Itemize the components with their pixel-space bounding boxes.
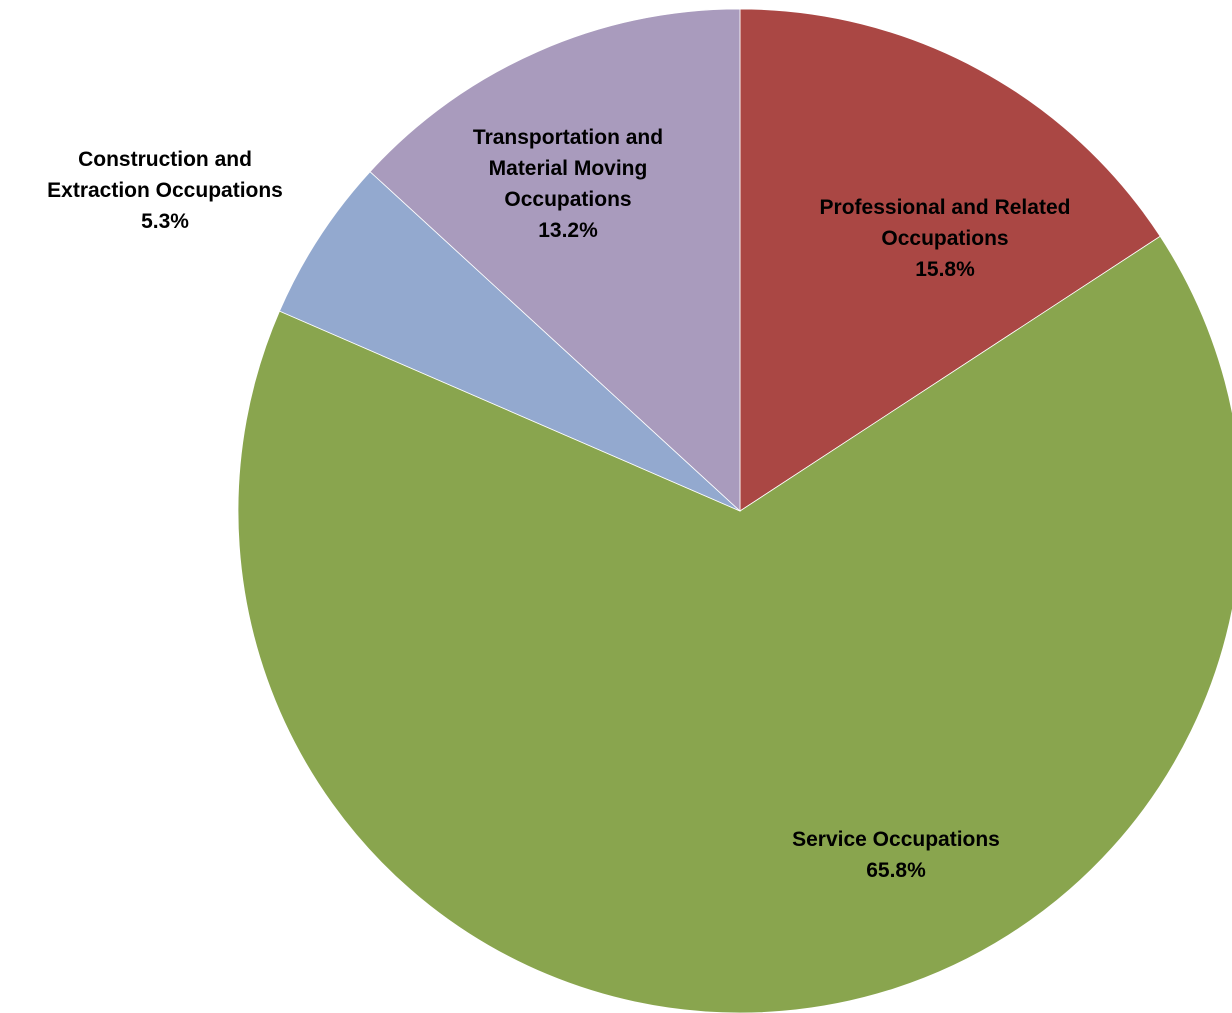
- slice-value-label: 5.3%: [141, 210, 189, 233]
- slice-value-label: 65.8%: [866, 859, 926, 882]
- pie-slices: [237, 8, 1232, 1013]
- slice-data-label: Construction and Extraction Occupations 5.…: [47, 148, 283, 233]
- slice-data-label: Service Occupations 65.8%: [792, 828, 1000, 882]
- pie-slice: [739, 8, 1161, 512]
- slice-category-label: Extraction Occupations: [47, 179, 283, 202]
- slice-data-label: Transportation and Material Moving Occupat…: [473, 126, 663, 242]
- slice-value-label: 13.2%: [538, 219, 598, 242]
- pie-slice: [278, 171, 741, 512]
- slice-category-label: Material Moving: [489, 157, 648, 180]
- pie-slice: [369, 8, 741, 512]
- slice-value-label: 15.8%: [915, 258, 975, 281]
- slice-category-label: Construction and: [78, 148, 252, 171]
- slice-category-label: Occupations: [504, 188, 631, 211]
- slice-category-label: Professional and Related: [820, 196, 1071, 219]
- slice-category-label: Transportation and: [473, 126, 663, 149]
- slice-category-label: Occupations: [881, 227, 1008, 250]
- slice-category-label: Service Occupations: [792, 828, 1000, 851]
- slice-data-label: Professional and Related Occupations 15.8%: [820, 196, 1071, 281]
- pie-slice: [237, 235, 1232, 1013]
- pie-labels: Professional and Related Occupations 15.8%…: [47, 126, 1070, 882]
